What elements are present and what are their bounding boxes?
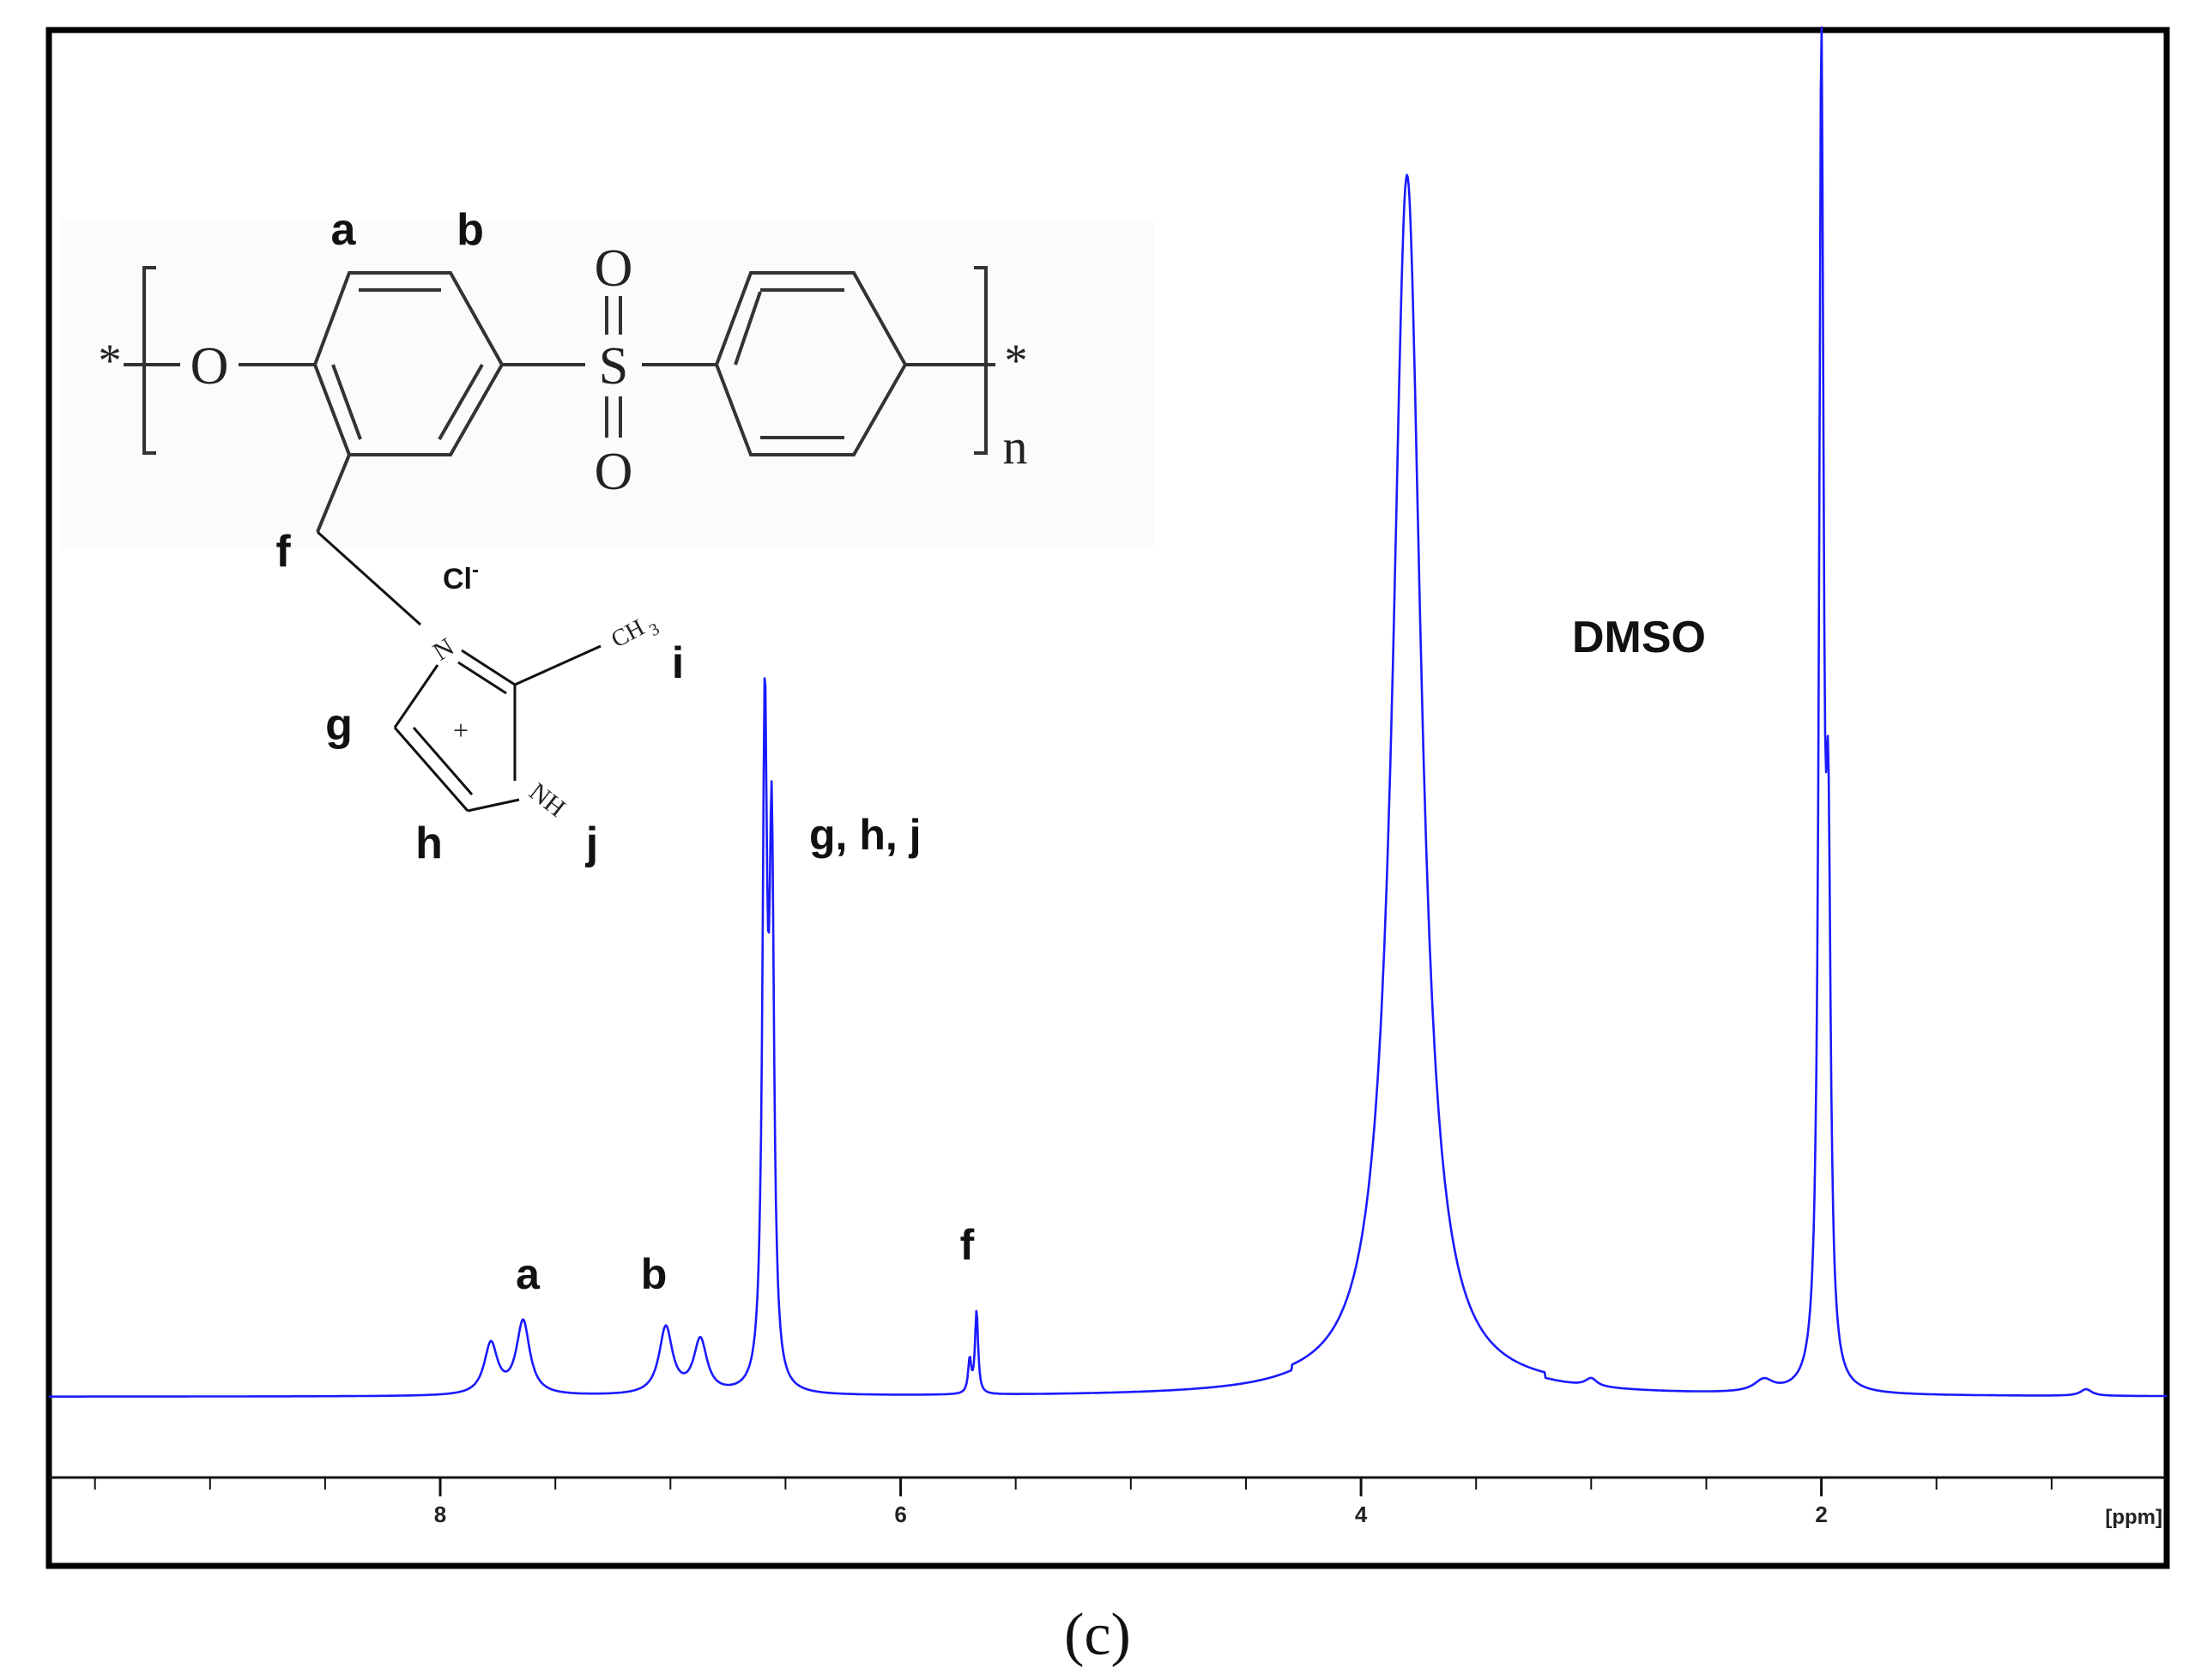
- atom-s: S: [599, 337, 628, 396]
- spectrum-line: [48, 26, 2168, 1398]
- peak-label-b: b: [641, 1250, 668, 1298]
- chemical-structure: * O S O O * n N: [60, 205, 1154, 868]
- proton-label-j: j: [585, 819, 598, 868]
- ring1-inner-left: [331, 364, 362, 440]
- proton-label-b: b: [457, 205, 484, 255]
- chloride-ion: Cl-: [443, 559, 479, 595]
- tick-label-4: 4: [1355, 1502, 1368, 1527]
- x-axis-tick-labels: 8 6 4 2: [434, 1502, 1828, 1527]
- imid-bond-c4-nh: [467, 798, 520, 813]
- bond-ring-ch2: [316, 454, 351, 533]
- chloride-charge: -: [472, 559, 479, 582]
- bond-c2-ch3: [514, 644, 602, 686]
- atom-o-bottom: O: [595, 443, 633, 501]
- left-bracket: [142, 266, 156, 455]
- tick-label-2: 2: [1815, 1502, 1827, 1527]
- imid-bond-n-c2-double: [457, 661, 507, 695]
- bond-ch2-n: [316, 530, 422, 626]
- figure-caption: (c): [1064, 1602, 1131, 1668]
- right-bracket: [974, 266, 988, 455]
- imid-bond-n-c2: [461, 649, 516, 686]
- proton-label-i: i: [672, 638, 684, 688]
- ring-positive-charge: +: [453, 715, 469, 746]
- x-axis-unit-label: [ppm]: [2105, 1506, 2162, 1529]
- proton-label-g: g: [325, 700, 353, 750]
- repeat-subscript-n: n: [1003, 419, 1028, 474]
- benzene-ring-2: [714, 271, 908, 456]
- proton-label-h: h: [415, 819, 443, 868]
- ring2-inner-left: [734, 291, 762, 366]
- tick-label-6: 6: [894, 1502, 906, 1527]
- peak-label-f: f: [960, 1221, 975, 1269]
- imid-bond-c5-c4-double: [412, 727, 474, 795]
- end-star-right: *: [1005, 335, 1028, 386]
- peak-label-ghj: g, h, j: [809, 811, 922, 859]
- proton-label-a: a: [331, 205, 357, 255]
- benzene-ring-1: [312, 271, 505, 456]
- peak-label-a: a: [516, 1250, 541, 1298]
- structure-background: [60, 219, 1154, 549]
- atom-o-ether: O: [190, 337, 229, 396]
- chloride-symbol: Cl: [443, 563, 472, 595]
- tick-label-8: 8: [434, 1502, 446, 1527]
- ring1-inner-right: [438, 364, 484, 440]
- imid-bond-c5-c4: [393, 727, 469, 812]
- proton-label-f: f: [275, 527, 291, 577]
- end-star-left: *: [99, 335, 122, 386]
- x-axis-ticks: [94, 1478, 2053, 1496]
- atom-o-top: O: [595, 239, 633, 298]
- imid-bond-n-c5: [393, 664, 439, 728]
- peak-label-dmso: DMSO: [1572, 613, 1706, 662]
